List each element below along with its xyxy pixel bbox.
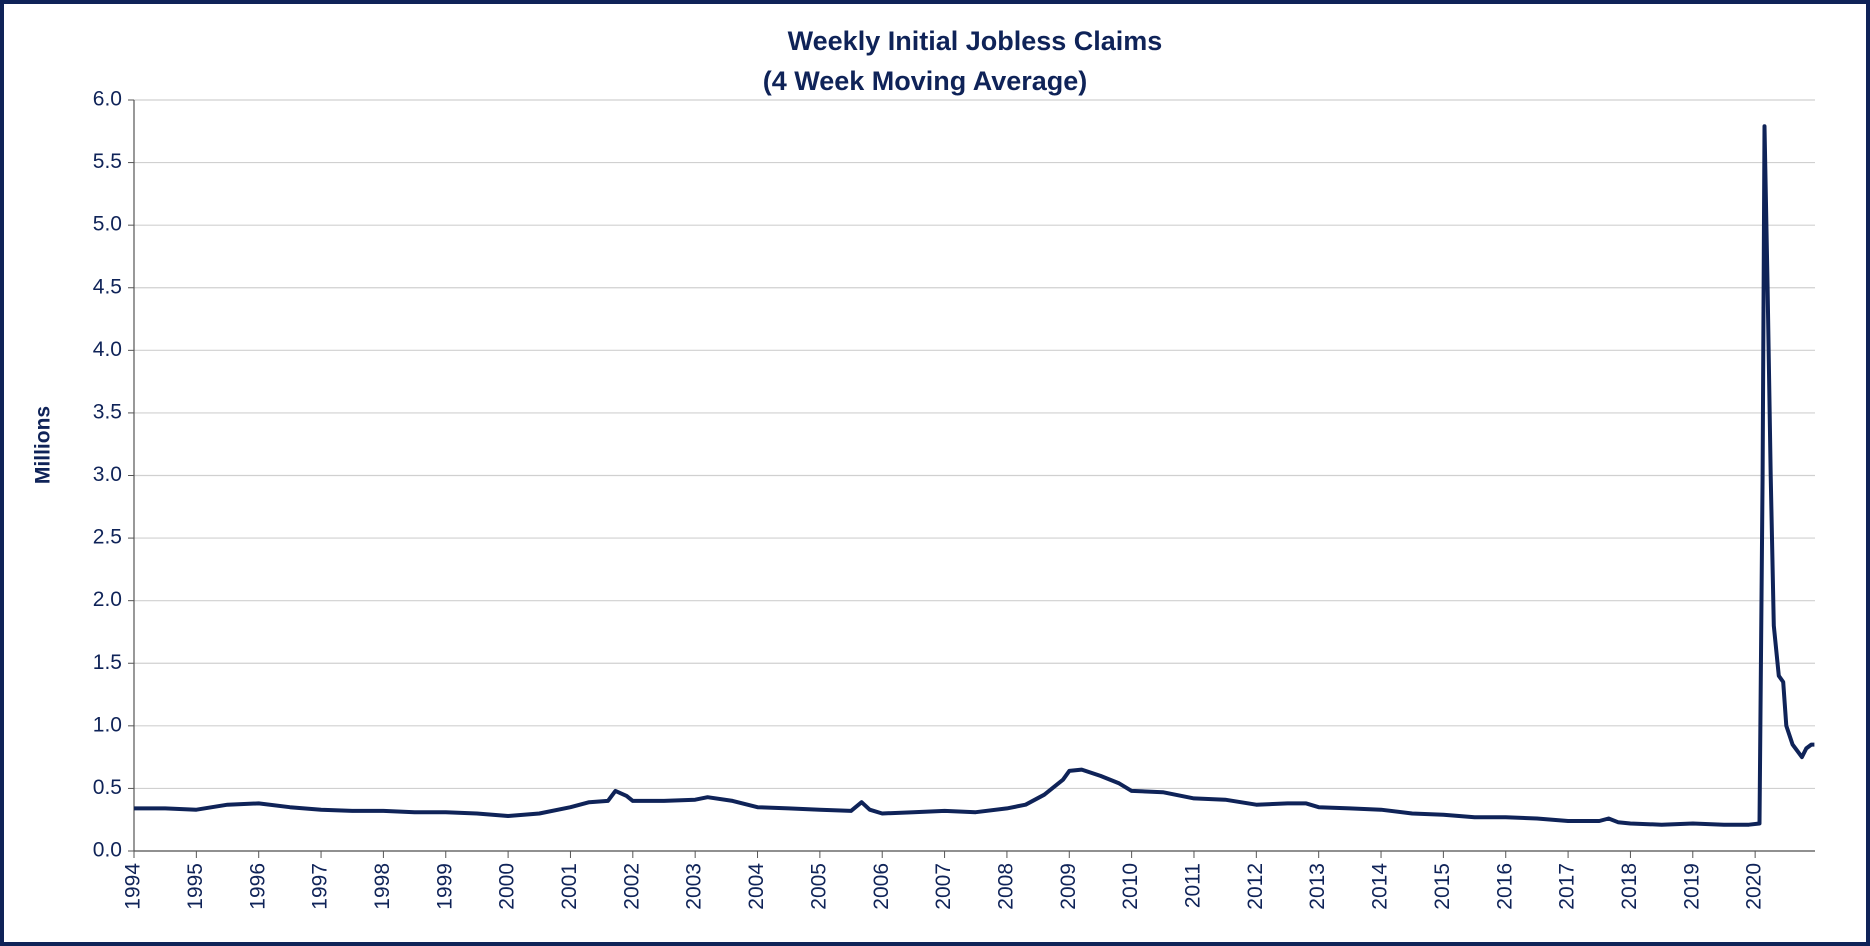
x-tick-label: 1998 <box>371 863 394 910</box>
chart-title: Weekly Initial Jobless Claims <box>788 26 1163 56</box>
x-tick-label: 2016 <box>1493 863 1516 910</box>
x-tick-label: 2012 <box>1244 863 1267 910</box>
y-tick-label: 4.5 <box>93 275 122 298</box>
x-tick-label: 1996 <box>246 863 269 910</box>
x-tick-label: 2002 <box>620 863 643 910</box>
x-tick-label: 2005 <box>807 863 830 910</box>
x-tick-label: 2010 <box>1119 863 1142 910</box>
x-tick-label: 2018 <box>1618 863 1641 910</box>
y-tick-label: 3.5 <box>93 400 122 423</box>
x-tick-label: 2004 <box>745 863 768 910</box>
y-tick-label: 3.0 <box>93 463 122 486</box>
x-tick-label: 2014 <box>1369 863 1392 910</box>
y-tick-label: 0.0 <box>93 839 122 862</box>
y-axis-label: Millions <box>32 406 55 484</box>
x-tick-label: 2019 <box>1680 863 1703 910</box>
x-tick-label: 2017 <box>1556 863 1579 910</box>
x-tick-label: 2006 <box>870 863 893 910</box>
y-tick-label: 2.0 <box>93 588 122 611</box>
x-tick-label: 1995 <box>184 863 207 910</box>
data-line <box>134 124 1815 827</box>
x-tick-label: 2001 <box>558 863 581 910</box>
x-tick-label: 1994 <box>122 863 145 910</box>
y-tick-label: 2.5 <box>93 526 122 549</box>
x-tick-label: 2008 <box>994 863 1017 910</box>
x-tick-label: 2007 <box>932 863 955 910</box>
x-tick-label: 2003 <box>683 863 706 910</box>
y-tick-label: 4.0 <box>93 338 122 361</box>
x-tick-label: 2020 <box>1743 863 1766 910</box>
x-tick-label: 2015 <box>1431 863 1454 910</box>
x-tick-label: 1999 <box>433 863 456 910</box>
x-tick-label: 2013 <box>1306 863 1329 910</box>
y-tick-label: 5.0 <box>93 213 122 236</box>
y-tick-label: 5.5 <box>93 150 122 173</box>
x-tick-label: 2000 <box>496 863 519 910</box>
chart-subtitle: (4 Week Moving Average) <box>763 66 1088 96</box>
y-tick-label: 6.0 <box>93 88 122 111</box>
x-tick-label: 2011 <box>1182 863 1205 908</box>
x-tick-label: 2009 <box>1057 863 1080 910</box>
y-tick-label: 1.0 <box>93 713 122 736</box>
y-tick-label: 0.5 <box>93 776 122 799</box>
y-tick-label: 1.5 <box>93 651 122 674</box>
x-tick-label: 1997 <box>309 863 332 910</box>
